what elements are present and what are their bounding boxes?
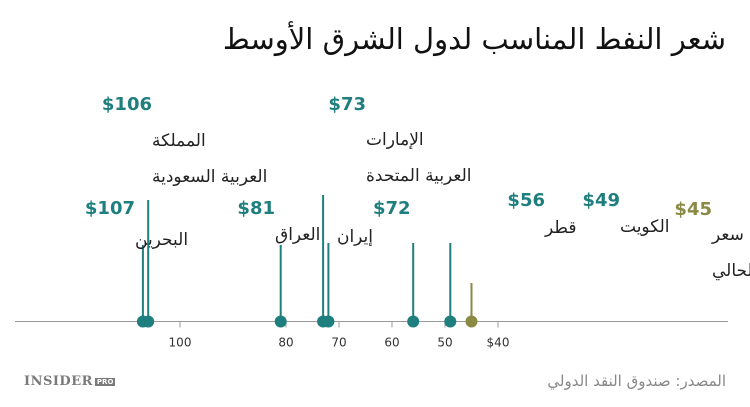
data-value-label: $56 bbox=[507, 190, 545, 211]
data-country-label: سعر bbox=[711, 225, 744, 245]
x-tick-label: $40 bbox=[487, 336, 510, 350]
data-country-label: البحرين bbox=[135, 230, 188, 250]
data-value-label: $81 bbox=[237, 198, 275, 219]
data-value-label: $73 bbox=[328, 94, 366, 115]
data-point-marker bbox=[444, 315, 457, 328]
data-value-label: $45 bbox=[674, 199, 712, 220]
data-country-label: الإمارات bbox=[366, 130, 424, 150]
data-country-label: العربية المتحدة bbox=[366, 166, 472, 186]
x-tick-label: 60 bbox=[384, 336, 399, 350]
data-value-label: $72 bbox=[373, 198, 411, 219]
data-value-label: $107 bbox=[85, 198, 135, 219]
data-point-group: $45 سعر النفط الحالي bbox=[465, 199, 750, 328]
x-tick-label: 100 bbox=[169, 336, 192, 350]
data-point-marker bbox=[465, 315, 478, 328]
insider-pro-logo: INSIDER PRO bbox=[24, 374, 116, 389]
x-tick-label: 50 bbox=[437, 336, 452, 350]
data-value-label: $49 bbox=[582, 190, 620, 211]
data-point-marker bbox=[142, 315, 155, 328]
data-country-label: قطر bbox=[544, 218, 576, 238]
x-tick-label: 80 bbox=[278, 336, 293, 350]
chart-title: شعر النفط المناسب لدول الشرق الأوسط bbox=[222, 22, 726, 56]
source-note: المصدر: صندوق النقد الدولي bbox=[547, 372, 726, 390]
data-country-label: إيران bbox=[337, 227, 373, 247]
data-point-marker bbox=[407, 315, 420, 328]
data-value-label: $106 bbox=[102, 94, 152, 115]
data-point-marker bbox=[274, 315, 287, 328]
data-country-label: المملكة bbox=[152, 131, 206, 151]
data-country-label: النفط الحالي bbox=[712, 261, 750, 281]
data-point-group: $56 قطر bbox=[407, 190, 576, 328]
data-country-label: الكويت bbox=[620, 217, 670, 237]
data-point-marker bbox=[322, 315, 335, 328]
data-country-label: العراق bbox=[275, 225, 320, 245]
data-country-label: العربية السعودية bbox=[152, 167, 267, 187]
x-axis-ticks: 100 80 70 60 50 $40 bbox=[169, 321, 510, 350]
x-tick-label: 70 bbox=[331, 336, 346, 350]
